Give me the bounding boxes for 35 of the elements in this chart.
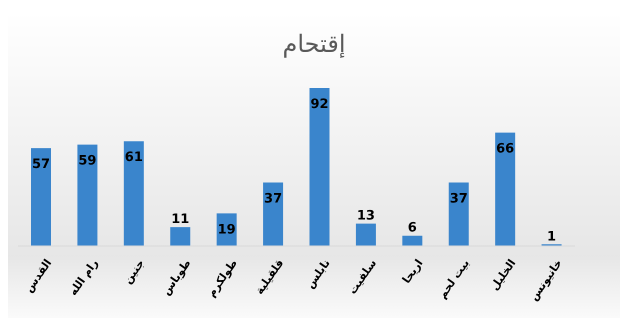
data-label: 13: [356, 208, 375, 224]
bar: [495, 132, 516, 246]
x-tick-label: القدس: [22, 256, 54, 295]
bar: [263, 182, 284, 246]
data-label: 59: [78, 154, 96, 169]
data-label: 37: [264, 191, 282, 206]
bar: [170, 227, 190, 246]
x-tick-label: جنين: [121, 256, 148, 286]
bar: [402, 236, 422, 246]
data-label: 57: [32, 157, 50, 172]
data-label: 66: [496, 142, 514, 157]
data-label: 1: [547, 229, 556, 244]
data-label: 92: [310, 97, 329, 112]
data-label: 6: [408, 220, 417, 236]
x-tick-label: خانيونس: [527, 256, 565, 304]
x-tick-label: نابلس: [303, 256, 333, 291]
bar: [448, 182, 469, 246]
data-label: 19: [218, 222, 236, 238]
bar: [77, 144, 98, 246]
bar: [356, 224, 376, 246]
chart-title: إقتحام: [281, 30, 347, 58]
data-label: 37: [450, 191, 468, 206]
x-tick-label: رام الله: [66, 256, 101, 298]
bar: [309, 88, 330, 246]
data-label: 61: [124, 150, 143, 166]
x-tick-label: سلفيت: [346, 256, 380, 297]
bar: [30, 148, 51, 246]
x-tick-label: بيت لحم: [436, 256, 472, 301]
x-tick-label: الخليل: [488, 256, 518, 293]
x-tick-label: اريحا: [400, 256, 426, 286]
x-tick-label: قلقيلية: [252, 256, 286, 297]
x-tick-label: طولكرم: [204, 256, 240, 300]
data-label: 11: [171, 212, 190, 228]
bar: [124, 141, 144, 246]
x-tick-label: طوباس: [159, 256, 194, 298]
